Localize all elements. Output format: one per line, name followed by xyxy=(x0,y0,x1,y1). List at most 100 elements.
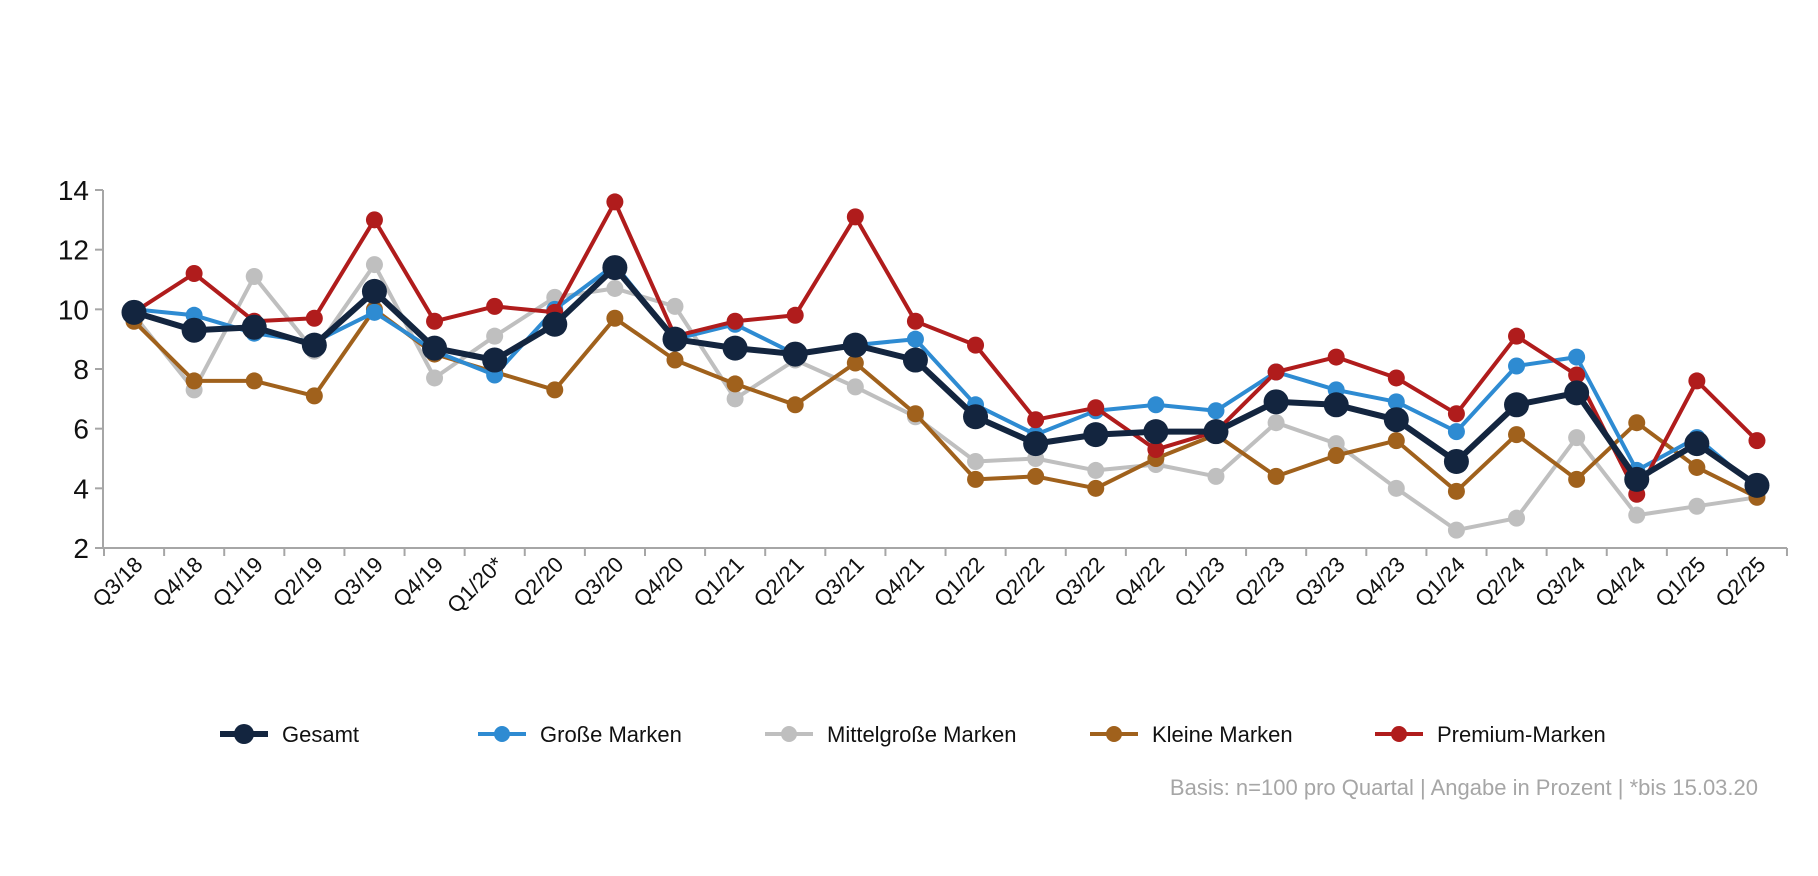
data-point xyxy=(902,347,928,373)
data-point xyxy=(726,312,744,330)
legend-swatch-marker xyxy=(1106,726,1122,742)
data-point xyxy=(906,312,924,330)
data-point xyxy=(1087,461,1105,479)
data-point xyxy=(1207,402,1225,420)
data-point xyxy=(1628,414,1646,432)
data-point xyxy=(846,354,864,372)
data-point xyxy=(1748,432,1766,450)
x-tick-label: Q2/23 xyxy=(1230,552,1290,612)
data-point xyxy=(1688,372,1706,390)
data-point xyxy=(726,390,744,408)
x-tick-label: Q4/24 xyxy=(1590,552,1650,612)
data-point xyxy=(1443,448,1469,474)
data-point xyxy=(1504,392,1530,418)
x-tick-label: Q3/18 xyxy=(87,552,147,612)
legend-label: Gesamt xyxy=(282,722,359,747)
data-point xyxy=(1568,348,1586,366)
x-tick-label: Q1/25 xyxy=(1650,552,1710,612)
data-point xyxy=(1207,467,1225,485)
data-point xyxy=(181,317,207,343)
x-tick-label: Q3/22 xyxy=(1049,552,1109,612)
x-tick-label: Q3/23 xyxy=(1290,552,1350,612)
data-point xyxy=(1023,431,1049,457)
x-tick-label: Q4/23 xyxy=(1350,552,1410,612)
data-point xyxy=(542,311,568,337)
data-point xyxy=(967,336,985,354)
data-point xyxy=(241,314,267,340)
series-layer xyxy=(121,193,1770,539)
data-point xyxy=(426,312,444,330)
data-point xyxy=(1267,467,1285,485)
x-tick-label: Q1/20* xyxy=(442,552,508,618)
x-tick-label: Q1/21 xyxy=(689,552,749,612)
y-tick-label: 12 xyxy=(58,235,89,266)
x-tick-label: Q3/24 xyxy=(1530,552,1590,612)
data-point xyxy=(1323,392,1349,418)
series-line xyxy=(132,199,1759,497)
data-point xyxy=(1688,497,1706,515)
data-point xyxy=(1508,426,1526,444)
data-point xyxy=(1267,414,1285,432)
x-tick-label: Q4/22 xyxy=(1109,552,1169,612)
data-point xyxy=(606,279,624,297)
data-point xyxy=(1267,363,1285,381)
data-point xyxy=(365,211,383,229)
legend-label: Premium-Marken xyxy=(1437,722,1606,747)
data-point xyxy=(1327,348,1345,366)
y-tick-label: 14 xyxy=(58,175,89,206)
data-point xyxy=(1327,435,1345,453)
data-point xyxy=(305,309,323,327)
legend-swatch-marker xyxy=(781,726,797,742)
x-tick-label: Q2/22 xyxy=(989,552,1049,612)
y-tick-label: 10 xyxy=(58,294,89,325)
data-point xyxy=(1143,419,1169,445)
series-gesamt xyxy=(121,255,1770,498)
data-point xyxy=(963,404,989,430)
data-point xyxy=(1568,470,1586,488)
data-point xyxy=(846,378,864,396)
data-point xyxy=(1447,405,1465,423)
data-point xyxy=(1568,429,1586,447)
data-point xyxy=(666,351,684,369)
data-point xyxy=(422,335,448,361)
data-point xyxy=(722,335,748,361)
legend-item: Gesamt xyxy=(220,722,359,747)
data-point xyxy=(1628,506,1646,524)
data-point xyxy=(1327,447,1345,465)
data-point xyxy=(486,327,504,345)
legend-item: Große Marken xyxy=(478,722,682,747)
data-point xyxy=(301,332,327,358)
data-point xyxy=(1147,396,1165,414)
series-line xyxy=(133,262,1759,490)
data-point xyxy=(786,306,804,324)
data-point xyxy=(846,208,864,226)
data-point xyxy=(666,297,684,315)
data-point xyxy=(1447,521,1465,539)
data-point xyxy=(967,452,985,470)
data-point xyxy=(786,396,804,414)
data-point xyxy=(1688,458,1706,476)
data-point xyxy=(1624,466,1650,492)
legend-item: Mittelgroße Marken xyxy=(765,722,1017,747)
data-point xyxy=(426,369,444,387)
data-point xyxy=(1387,369,1405,387)
data-point xyxy=(1684,431,1710,457)
data-point xyxy=(1508,509,1526,527)
x-tick-label: Q1/23 xyxy=(1169,552,1229,612)
y-tick-label: 2 xyxy=(73,533,89,564)
data-point xyxy=(1083,422,1109,448)
y-tick-label: 4 xyxy=(73,473,89,504)
legend-swatch-marker xyxy=(1391,726,1407,742)
legend-label: Mittelgroße Marken xyxy=(827,722,1017,747)
data-point xyxy=(1387,393,1405,411)
x-tick-label: Q4/20 xyxy=(628,552,688,612)
data-point xyxy=(606,309,624,327)
data-point xyxy=(546,381,564,399)
y-tick-label: 6 xyxy=(73,414,89,445)
legend-label: Kleine Marken xyxy=(1152,722,1293,747)
series-line xyxy=(133,264,1759,488)
data-point xyxy=(726,375,744,393)
data-point xyxy=(361,278,387,304)
footnote: Basis: n=100 pro Quartal | Angabe in Pro… xyxy=(1169,775,1758,800)
